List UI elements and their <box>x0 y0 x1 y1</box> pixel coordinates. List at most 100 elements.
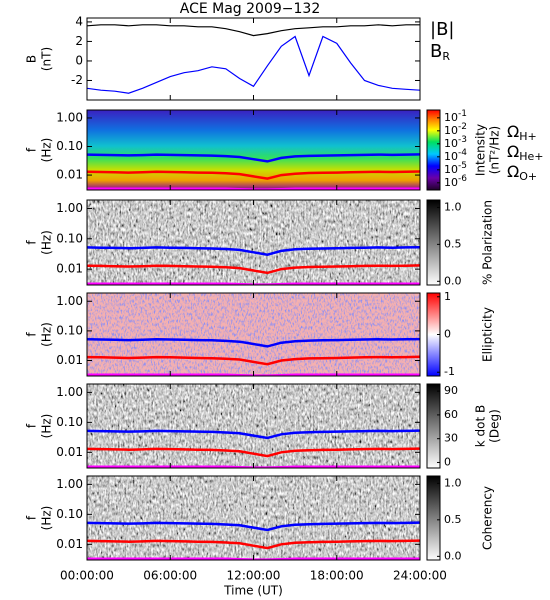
colorbar-label: Coherency <box>481 486 495 550</box>
y-tick-label: -2 <box>71 73 83 87</box>
y-tick-label: 0.01 <box>56 353 83 367</box>
x-tick-label: 06:00:00 <box>143 569 197 583</box>
legend-label-main: Ω <box>507 162 519 181</box>
colorbar-tick-label-main: 0.0 <box>444 274 462 287</box>
series-line <box>87 35 420 94</box>
colorbar-tick-label-main: 1.0 <box>444 200 462 213</box>
colorbar-tick-label: 0 <box>444 328 451 341</box>
series-line <box>87 170 420 180</box>
colorbar-tick-label-main: 90 <box>444 384 458 397</box>
legend-label-main: B <box>430 41 442 62</box>
colorbar-tick-label-main: 10 <box>444 124 458 137</box>
legend-label-main: |B| <box>430 19 454 40</box>
colorbar-tick-label: 90 <box>444 384 458 397</box>
y-tick-label: 1.00 <box>56 477 83 491</box>
legend-label-sub: O+ <box>519 170 537 183</box>
y-axis-label: (Hz) <box>40 138 54 163</box>
y-axis-label: (nT) <box>40 47 54 71</box>
legend-label-main: Ω <box>507 122 519 141</box>
series-line <box>87 245 420 256</box>
colorbar-tick-label-main: 0.5 <box>444 237 462 250</box>
colorbar-tick-label-main: 0.5 <box>444 513 462 526</box>
legend-label: ΩHe+ <box>507 142 544 164</box>
legend-label-sub: H+ <box>519 130 537 143</box>
colorbar-tick-label: 0.0 <box>444 274 462 287</box>
series-line <box>87 337 420 348</box>
plot-frame <box>86 17 421 101</box>
y-tick-label: 1.00 <box>56 385 83 399</box>
colorbar-tick-label-sub: -4 <box>458 147 467 157</box>
y-tick-label: 0.10 <box>56 323 83 337</box>
spectrogram-bg <box>87 110 420 190</box>
colorbar-tick-label-main: 30 <box>444 432 458 445</box>
colorbar-tick-label-main: -1 <box>444 365 455 378</box>
series-line <box>87 153 420 163</box>
colorbar-label: (nT²/Hz) <box>488 126 502 174</box>
y-axis-label: (Hz) <box>40 506 54 531</box>
colorbar <box>426 475 441 561</box>
colorbar-tick-label: 10-5 <box>444 160 467 176</box>
legend-label-sub: He+ <box>519 150 543 163</box>
colorbar-tick-label: -1 <box>444 365 455 378</box>
colorbar-tick-label: 1.0 <box>444 200 462 213</box>
y-axis-label: (Hz) <box>40 230 54 255</box>
colorbar-tick-label-main: 1 <box>444 290 451 303</box>
y-axis-label: f <box>25 240 39 245</box>
legend-label: BR <box>430 41 450 63</box>
y-axis-label: f <box>25 423 39 428</box>
colorbar-tick-label: 60 <box>444 408 458 421</box>
colorbar-tick-label-main: 0.0 <box>444 549 462 562</box>
colorbar-label: Intensity <box>474 124 488 176</box>
series-line <box>87 24 420 37</box>
colorbar-tick-label-main: 0 <box>444 455 451 468</box>
colorbar-tick-label: 0 <box>444 455 451 468</box>
y-tick-label: 0.01 <box>56 445 83 459</box>
colorbar-tick-label: 10-4 <box>444 147 467 163</box>
colorbar <box>426 383 441 469</box>
spectrogram-noise <box>87 293 420 376</box>
colorbar-tick-label: 1.0 <box>444 476 462 489</box>
colorbar-tick-label-sub: -3 <box>458 134 467 144</box>
y-tick-label: 1.00 <box>56 201 83 215</box>
legend-label: |B| <box>430 19 454 40</box>
colorbar <box>426 109 441 191</box>
x-tick-label: 12:00:00 <box>227 569 281 583</box>
legend-label-sub: R <box>442 50 450 63</box>
colorbar-tick-label-sub: -5 <box>458 160 467 170</box>
colorbar-tick-label-main: 10 <box>444 163 458 176</box>
chart-title: ACE Mag 2009−132 <box>180 1 320 17</box>
x-tick-label: 24:00:00 <box>393 569 447 583</box>
colorbar-tick-label: 0.5 <box>444 513 462 526</box>
colorbar-tick-label: 10-3 <box>444 134 467 150</box>
series-line <box>87 264 420 275</box>
series-line <box>87 355 420 366</box>
legend-label: ΩO+ <box>507 162 537 184</box>
colorbar-tick-label-main: 60 <box>444 408 458 421</box>
colorbar-label: % Polarization <box>481 200 495 285</box>
colorbar-tick-label: 10-2 <box>444 121 467 137</box>
colorbar-tick-label-sub: -1 <box>458 108 467 118</box>
y-tick-label: 1.00 <box>56 110 83 124</box>
series-line <box>87 521 420 532</box>
colorbar-tick-label: 1 <box>444 290 451 303</box>
colorbar-tick-label-main: 10 <box>444 137 458 150</box>
y-tick-label: 2 <box>75 34 83 48</box>
y-tick-label: 0.10 <box>56 231 83 245</box>
colorbar-tick-label-main: 10 <box>444 150 458 163</box>
spectrogram-noise <box>87 200 420 285</box>
spectrogram-noise <box>87 476 420 560</box>
colorbar-tick-label-main: 10 <box>444 111 458 124</box>
colorbar-tick-label-sub: -2 <box>458 121 467 131</box>
colorbar-label: k dot B <box>474 405 488 447</box>
colorbar-tick-label: 0.5 <box>444 237 462 250</box>
series-line <box>87 429 420 440</box>
y-tick-label: 0.10 <box>56 507 83 521</box>
y-tick-label: 1.00 <box>56 294 83 308</box>
legend-label-main: Ω <box>507 142 519 161</box>
y-tick-label: 0 <box>75 53 83 67</box>
colorbar-tick-label: 0.0 <box>444 549 462 562</box>
spectrogram-noise <box>87 384 420 468</box>
x-tick-label: 18:00:00 <box>310 569 364 583</box>
y-tick-label: 0.01 <box>56 537 83 551</box>
